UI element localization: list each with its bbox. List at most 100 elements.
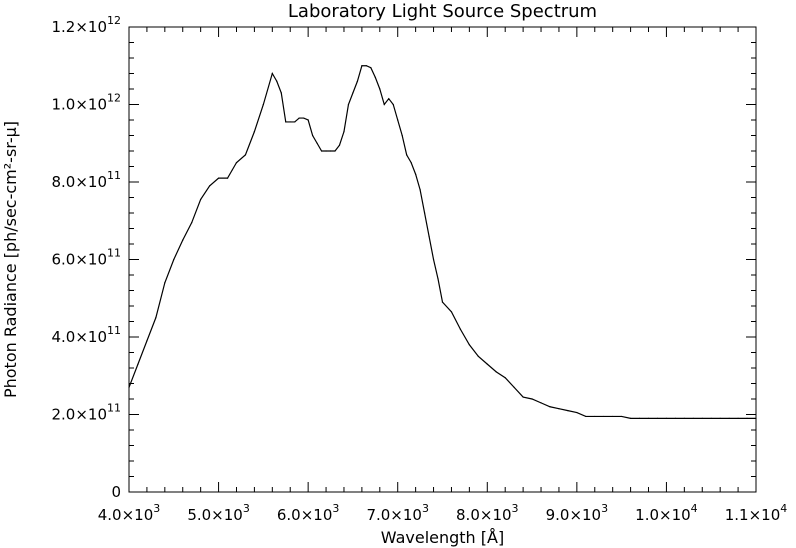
data-point (200, 198, 202, 201)
data-point (719, 417, 721, 419)
data-point (370, 67, 372, 69)
data-point (334, 150, 336, 152)
data-point (459, 328, 462, 330)
y-tick-label: 2.0×1011 (51, 402, 121, 424)
data-point (276, 80, 278, 82)
data-point (235, 162, 238, 164)
data-point (329, 150, 332, 152)
data-point (683, 417, 685, 419)
x-tick-label: 4.0×103 (98, 502, 161, 524)
y-tick-label: 4.0×1011 (51, 324, 121, 346)
data-point (415, 173, 417, 175)
data-point (432, 258, 435, 261)
data-point (388, 98, 390, 100)
data-point (441, 301, 444, 303)
data-point (365, 65, 367, 67)
data-point (692, 417, 694, 419)
data-point (504, 377, 506, 379)
data-point (173, 258, 175, 261)
data-point (513, 386, 515, 388)
data-point (701, 417, 703, 419)
data-point (410, 162, 412, 164)
data-point (549, 406, 551, 408)
y-tick-label: 1.2×1012 (51, 14, 121, 36)
y-tick-labels: 0 2.0×1011 4.0×1011 6.0×1011 8.0×1011 1.0×101… (51, 14, 121, 501)
data-point (128, 386, 130, 388)
data-point (307, 119, 309, 121)
data-point (419, 189, 421, 191)
data-point (271, 72, 273, 75)
data-point (298, 117, 300, 119)
data-point (226, 177, 229, 179)
data-point (289, 121, 291, 123)
data-point (540, 402, 542, 404)
chart-title: Laboratory Light Source Spectrum (288, 1, 597, 22)
data-point (710, 417, 712, 419)
data-point (638, 417, 641, 419)
data-point (522, 396, 524, 398)
data-point (612, 415, 614, 418)
x-axis-title: Wavelength [Å] (381, 528, 504, 547)
data-point (316, 142, 318, 144)
data-point (294, 121, 296, 123)
data-point (728, 417, 730, 419)
data-point (450, 311, 453, 313)
data-point (361, 65, 363, 67)
x-tick-label: 8.0×103 (456, 502, 519, 524)
data-point (737, 417, 739, 419)
data-points (128, 65, 757, 419)
data-point (280, 92, 282, 94)
x-tick-label: 9.0×103 (546, 502, 609, 524)
data-point (285, 121, 287, 123)
data-point (320, 150, 323, 152)
y-tick-label: 0 (111, 483, 121, 501)
data-point (356, 80, 359, 82)
data-point (603, 415, 605, 418)
y-tick-label: 1.0×1012 (51, 92, 121, 114)
data-point (674, 417, 676, 419)
data-point (594, 415, 596, 418)
data-point (347, 103, 350, 106)
spectrum-line (128, 65, 756, 419)
data-point (437, 278, 439, 280)
data-point (423, 212, 426, 214)
data-point (343, 131, 345, 133)
x-tick-label: 6.0×103 (277, 502, 340, 524)
data-point (312, 134, 314, 137)
data-point (137, 363, 139, 365)
data-point (428, 235, 430, 237)
data-point (392, 103, 394, 106)
y-axis-title: Photon Radiance [ph/sec-cm²-sr-μ] (1, 121, 20, 398)
x-tick-label: 5.0×103 (187, 502, 250, 524)
data-point (567, 410, 569, 412)
data-point (191, 222, 193, 224)
data-point (338, 144, 341, 146)
x-tick-labels: 4.0×103 5.0×103 6.0×103 7.0×103 8.0×103 9.0×1… (98, 502, 788, 524)
data-point (656, 417, 659, 419)
data-point (495, 371, 497, 373)
data-point (755, 417, 757, 419)
data-point (665, 417, 668, 419)
data-point (477, 355, 479, 357)
x-tick-label: 7.0×103 (366, 502, 429, 524)
data-point (630, 417, 632, 419)
data-point (746, 417, 748, 419)
x-tick-label: 1.1×104 (725, 502, 788, 524)
data-point (262, 103, 264, 106)
data-point (217, 177, 220, 179)
data-point (182, 239, 184, 241)
data-point (303, 117, 305, 119)
data-point (486, 363, 488, 365)
data-point (164, 282, 166, 284)
data-point (352, 92, 354, 94)
data-point (621, 415, 623, 418)
data-point (585, 415, 587, 418)
data-point (531, 398, 533, 400)
data-point (558, 408, 560, 410)
y-tick-label: 6.0×1011 (51, 247, 121, 269)
data-point (155, 317, 157, 319)
axis-ticks (128, 26, 757, 493)
data-point (576, 411, 578, 414)
data-point (379, 88, 381, 90)
